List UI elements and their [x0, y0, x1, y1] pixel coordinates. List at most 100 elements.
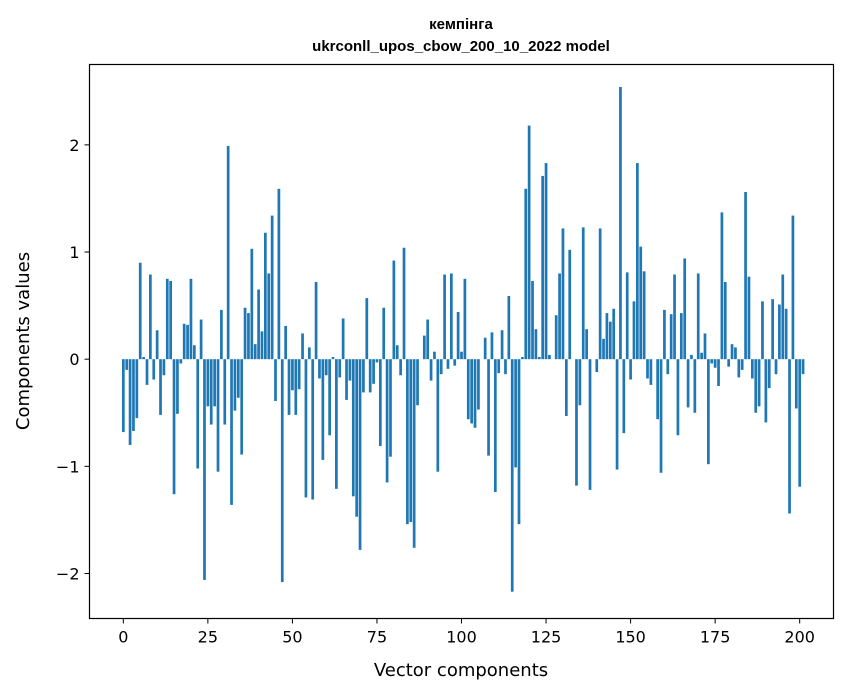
bar — [798, 359, 802, 487]
bar — [656, 359, 659, 420]
bar — [172, 359, 176, 495]
bar — [128, 359, 132, 445]
bar — [483, 337, 487, 360]
bar — [561, 228, 565, 360]
bar — [304, 359, 308, 498]
bar — [450, 273, 453, 360]
bar — [615, 359, 619, 470]
bar — [629, 359, 632, 380]
bar — [206, 359, 210, 407]
bar — [493, 359, 497, 493]
x-axis-label: Vector components — [374, 660, 548, 681]
bar — [365, 298, 369, 360]
bar — [433, 351, 436, 360]
bar — [362, 359, 365, 393]
bar — [267, 273, 271, 360]
bar — [199, 319, 203, 360]
x-tick-label: 150 — [615, 628, 646, 647]
bar — [460, 351, 463, 360]
bar — [182, 323, 186, 360]
bar — [510, 359, 514, 592]
bar — [514, 359, 517, 468]
bar — [734, 347, 737, 360]
bar — [382, 307, 386, 360]
bar — [537, 357, 541, 360]
bars-group — [121, 87, 805, 592]
bar — [595, 359, 599, 373]
bar — [409, 359, 413, 523]
y-tick-label: 1 — [69, 243, 79, 262]
chart-subtitle: ukrconll_upos_cbow_200_10_2022 model — [312, 38, 610, 55]
bar — [196, 359, 200, 469]
bar — [169, 280, 173, 360]
x-tick-label: 200 — [784, 628, 815, 647]
bar — [429, 359, 433, 381]
bar — [490, 332, 494, 360]
bar — [608, 321, 612, 360]
x-axis-ticks: 0 25 50 75 100 125 150 175 200 — [118, 618, 815, 647]
bar — [548, 354, 551, 360]
bar — [788, 359, 791, 514]
bar — [314, 282, 318, 360]
bar — [399, 359, 402, 376]
bar — [274, 359, 277, 401]
bar — [213, 359, 216, 407]
bar — [771, 299, 774, 360]
bar — [710, 359, 714, 364]
bar — [612, 308, 616, 360]
x-tick-label: 125 — [531, 628, 562, 647]
bar — [544, 163, 548, 360]
bar — [737, 359, 741, 378]
bar — [531, 280, 534, 360]
bar — [192, 345, 196, 360]
bar — [277, 188, 281, 360]
bar — [781, 274, 785, 360]
bar — [696, 273, 700, 360]
bar — [179, 359, 183, 364]
bar — [291, 359, 294, 391]
bar — [784, 308, 788, 360]
bar — [794, 359, 798, 409]
bar — [524, 188, 528, 360]
bar — [534, 329, 538, 360]
bar — [673, 274, 676, 360]
bar — [619, 87, 622, 360]
bar — [338, 359, 342, 378]
bar — [700, 352, 703, 360]
bar — [642, 271, 646, 360]
bar — [723, 282, 727, 360]
bar — [294, 359, 298, 415]
bar — [402, 247, 406, 360]
bar — [774, 359, 778, 375]
bar — [446, 359, 450, 369]
bar — [121, 359, 125, 433]
bar — [477, 359, 480, 410]
bar — [470, 359, 473, 424]
bar — [632, 301, 636, 360]
bar — [578, 359, 582, 406]
bar — [713, 359, 717, 368]
bar — [159, 359, 162, 415]
bar — [581, 227, 585, 360]
bar — [132, 359, 135, 431]
bar — [730, 344, 734, 360]
bar — [568, 249, 572, 360]
bar — [443, 274, 446, 360]
bar — [588, 359, 592, 490]
bar — [720, 212, 724, 360]
plot-frame — [88, 63, 835, 620]
y-axis-ticks: −2 −1 0 1 2 — [56, 136, 90, 583]
bar — [426, 319, 430, 360]
bar — [345, 359, 348, 400]
bar — [575, 359, 578, 486]
bar — [717, 359, 720, 386]
bar — [554, 315, 558, 360]
bar — [243, 307, 247, 360]
bar — [767, 359, 771, 389]
bar — [747, 276, 751, 360]
bar — [152, 359, 156, 380]
bar — [264, 232, 267, 360]
bar — [517, 359, 521, 525]
y-axis-label: Components values — [13, 252, 34, 430]
